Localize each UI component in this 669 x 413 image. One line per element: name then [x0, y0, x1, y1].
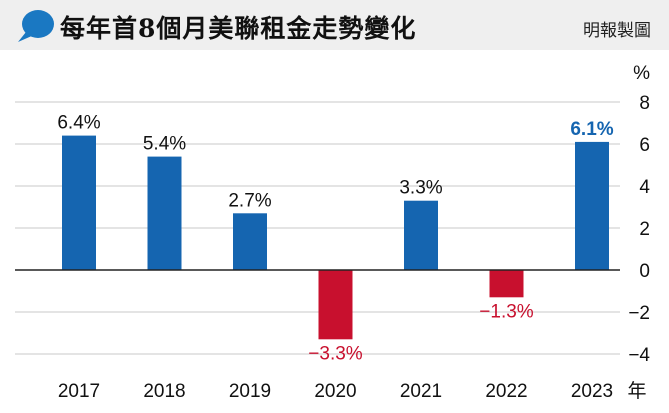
data-label: −3.3%: [308, 343, 363, 364]
chart-header: [0, 0, 669, 50]
y-tick-label: 4: [639, 177, 650, 198]
data-label: 6.1%: [570, 119, 613, 140]
bar: [318, 270, 353, 340]
data-label: 2.7%: [228, 190, 271, 211]
x-tick-label: 2022: [485, 381, 527, 402]
bubble-shape: [22, 10, 54, 38]
bar: [575, 141, 609, 270]
data-label: −1.3%: [479, 301, 534, 322]
x-tick-label: 2017: [58, 381, 100, 402]
axis-units: %年: [627, 63, 650, 402]
y-tick-label: −2: [628, 303, 650, 324]
bars: [62, 135, 609, 340]
data-label: 5.4%: [143, 134, 186, 155]
y-tick-label: −4: [628, 345, 650, 366]
y-tick-label: 2: [639, 219, 650, 240]
x-tick-label: 2020: [314, 381, 356, 402]
y-tick-label: 8: [639, 93, 650, 114]
data-label: 6.4%: [57, 113, 100, 134]
x-tick-label: 2023: [571, 381, 613, 402]
bar: [233, 213, 267, 270]
bar: [62, 135, 96, 270]
x-tick-label: 2018: [143, 381, 185, 402]
x-tick-label: 2019: [229, 381, 271, 402]
speech-bubble-icon: [18, 10, 54, 42]
bar: [147, 156, 182, 270]
bar: [489, 270, 524, 298]
data-label: 3.3%: [399, 178, 442, 199]
value-labels: 6.4% 5.4% 2.7% −3.3% 3.3% −1.3% 6.1%: [57, 113, 613, 365]
grid-lines: [15, 101, 620, 355]
x-tick-labels: 2017 2018 2019 2020 2021 2022 2023: [58, 381, 613, 402]
bubble-tail: [18, 32, 34, 42]
x-unit-label: 年: [627, 380, 646, 402]
y-tick-label: 0: [639, 261, 650, 282]
y-tick-label: 6: [639, 135, 650, 156]
y-tick-labels: −4 −2 0 2 4 6 8: [628, 93, 650, 366]
chart-title: 每年首8個月美聯租金走勢變化: [60, 14, 417, 43]
x-tick-label: 2021: [400, 381, 442, 402]
chart-credit: 明報製圖: [583, 21, 651, 41]
bar: [404, 200, 438, 270]
y-unit-label: %: [633, 63, 650, 84]
